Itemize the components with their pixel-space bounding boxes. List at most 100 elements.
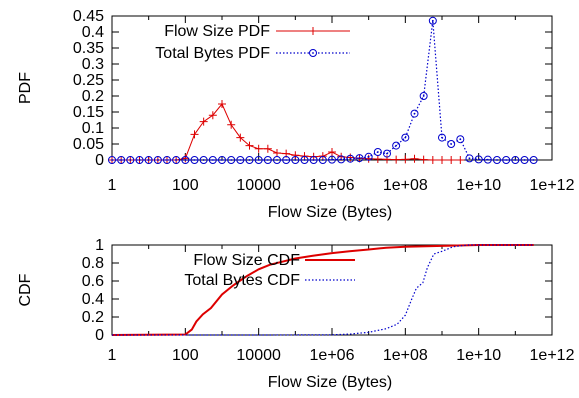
- data-point-dot: [129, 159, 132, 161]
- data-point-ring: [300, 156, 309, 164]
- data-point-dot: [120, 159, 123, 161]
- data-point-dot: [184, 159, 187, 161]
- data-point-plus: [428, 156, 437, 164]
- data-point-dot: [523, 159, 526, 161]
- data-point-dot: [248, 159, 251, 161]
- data-point-ring: [309, 156, 318, 164]
- chart-panel-2: 1 100 10000 1e+06 1e+08 1e+10 1e+12 00.20.40.60…: [17, 237, 575, 391]
- y-tick-label: 0.2: [82, 88, 104, 105]
- x-tick-label: 100: [172, 347, 199, 364]
- x-tick-label: 1e+12: [530, 347, 575, 364]
- data-point-ring: [181, 156, 190, 164]
- data-point-dot: [156, 159, 159, 161]
- x-axis-label: Flow Size (Bytes): [268, 374, 392, 391]
- legend-label: Flow Size CDF: [193, 252, 300, 269]
- data-point-circle: [162, 156, 171, 164]
- data-point-circle: [172, 156, 181, 164]
- data-point-dot: [202, 159, 205, 161]
- x-tick-label: 1e+12: [530, 177, 575, 194]
- data-point-circle: [511, 156, 520, 164]
- data-point-plus: [438, 156, 446, 164]
- data-point-dot: [147, 159, 150, 161]
- data-point-plus: [447, 156, 456, 164]
- data-point-plus: [291, 151, 300, 160]
- legend-marker-dot: [312, 52, 314, 54]
- data-point-dot: [266, 159, 269, 161]
- data-point-dot: [358, 157, 361, 159]
- data-point-dot: [431, 19, 434, 22]
- data-point-circle: [474, 155, 483, 164]
- data-point-ring: [410, 109, 419, 118]
- series-total-bytes-pdf: Total Bytes PDF: [108, 16, 538, 164]
- x-tick-label: 1e+10: [456, 177, 501, 194]
- data-point-ring: [337, 155, 346, 164]
- data-point-dot: [486, 158, 489, 161]
- series-flow-size-cdf: Flow Size CDF: [111, 244, 534, 336]
- y-tick-label: 0.4: [82, 24, 104, 41]
- data-point-ring: [172, 156, 181, 164]
- data-point-plus: [254, 144, 263, 153]
- data-point-dot: [138, 159, 141, 161]
- x-tick-label: 10000: [236, 177, 281, 194]
- data-point-ring: [438, 133, 446, 142]
- data-point-ring: [218, 156, 226, 164]
- data-point-dot: [404, 136, 407, 139]
- data-point-ring: [153, 156, 162, 164]
- data-point-circle: [382, 149, 391, 158]
- data-point-ring: [419, 92, 428, 100]
- data-point-circle: [254, 156, 263, 164]
- data-point-ring: [245, 156, 254, 164]
- data-point-plus: [218, 100, 226, 108]
- data-point-dot: [257, 159, 260, 161]
- data-point-dot: [321, 159, 324, 161]
- data-point-circle: [108, 156, 116, 164]
- data-point-circle: [272, 156, 281, 164]
- data-point-ring: [208, 156, 217, 164]
- data-point-ring: [465, 154, 474, 163]
- data-point-dot: [477, 158, 480, 161]
- data-point-dot: [211, 159, 214, 161]
- y-tick-label: 0.8: [82, 255, 104, 272]
- data-point-dot: [468, 157, 471, 160]
- series-total-bytes-cdf: Total Bytes CDF: [112, 244, 534, 336]
- x-tick-label: 1e+08: [383, 347, 428, 364]
- data-point-dot: [496, 159, 498, 161]
- x-tick-label: 1e+10: [456, 347, 501, 364]
- data-point-plus: [263, 144, 272, 153]
- data-point-ring: [263, 156, 272, 164]
- data-point-plus: [190, 130, 199, 139]
- data-point-ring: [373, 148, 382, 156]
- data-point-ring: [520, 156, 529, 164]
- data-point-ring: [511, 156, 520, 164]
- data-point-dot: [285, 159, 288, 161]
- y-tick-label: 0.15: [73, 104, 104, 121]
- data-point-ring: [190, 156, 199, 164]
- data-point-circle: [529, 156, 538, 164]
- data-point-dot: [303, 159, 306, 161]
- chart-panel-1: 1 100 10000 1e+06 1e+08 1e+10 1e+12 00.050.10.1…: [17, 8, 575, 221]
- series-line: [112, 244, 534, 336]
- data-point-circle: [117, 156, 126, 164]
- data-point-circle: [492, 156, 501, 164]
- data-point-dot: [514, 159, 517, 161]
- data-point-dot: [413, 112, 416, 115]
- y-axis-label: CDF: [17, 273, 34, 306]
- data-point-plus: [208, 111, 217, 120]
- y-tick-label: 0.4: [82, 291, 104, 308]
- data-point-plus: [328, 148, 336, 156]
- data-point-dot: [386, 152, 388, 155]
- data-point-ring: [502, 156, 511, 164]
- data-point-circle: [135, 156, 144, 164]
- data-point-plus: [245, 141, 254, 150]
- data-point-dot: [312, 159, 315, 161]
- data-point-ring: [401, 133, 410, 142]
- data-point-circle: [483, 155, 492, 164]
- x-tick-label: 10000: [236, 347, 281, 364]
- legend-label: Total Bytes CDF: [184, 272, 300, 289]
- data-point-circle: [392, 141, 401, 150]
- data-point-ring: [355, 154, 364, 163]
- data-point-ring: [492, 156, 501, 164]
- x-tick-label: 1e+06: [310, 347, 355, 364]
- data-point-dot: [294, 159, 297, 161]
- data-point-ring: [144, 156, 153, 164]
